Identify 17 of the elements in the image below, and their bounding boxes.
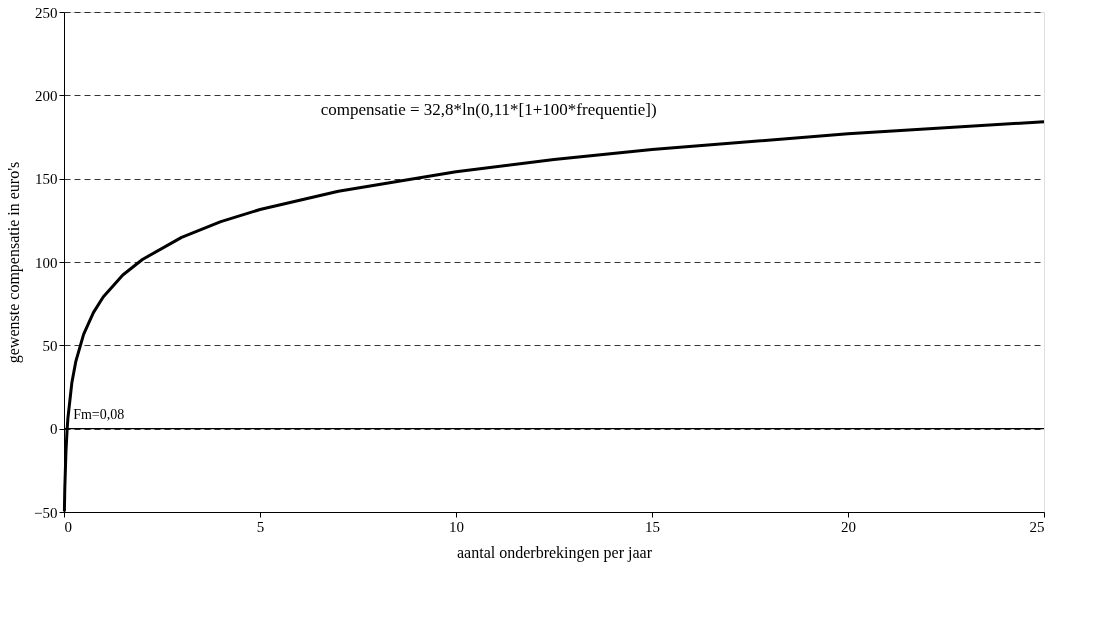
annotation: Fm=0,08 bbox=[73, 406, 125, 422]
y-axis-title: gewenste compensatie in euro's bbox=[5, 161, 24, 364]
x-axis-title: aantal onderbrekingen per jaar bbox=[456, 543, 653, 562]
x-tick-label: 0 bbox=[64, 518, 72, 535]
x-tick-label: 25 bbox=[1029, 518, 1045, 535]
annotation: compensatie = 32,8*ln(0,11*[1+100*frequentie]) bbox=[320, 99, 657, 119]
x-tick-label: 10 bbox=[449, 518, 464, 535]
y-tick-label: 100 bbox=[35, 254, 58, 271]
y-tick-label: 50 bbox=[42, 337, 58, 354]
y-tick-label: 250 bbox=[35, 4, 58, 21]
y-tick-label: 0 bbox=[50, 421, 58, 438]
x-tick-label: 15 bbox=[645, 518, 660, 535]
x-tick-label: 5 bbox=[256, 518, 265, 535]
x-tick-label: 20 bbox=[841, 518, 856, 535]
y-tick-label: 200 bbox=[35, 87, 58, 104]
y-tick-label: 150 bbox=[35, 171, 58, 188]
y-tick-label: −50 bbox=[34, 504, 58, 521]
